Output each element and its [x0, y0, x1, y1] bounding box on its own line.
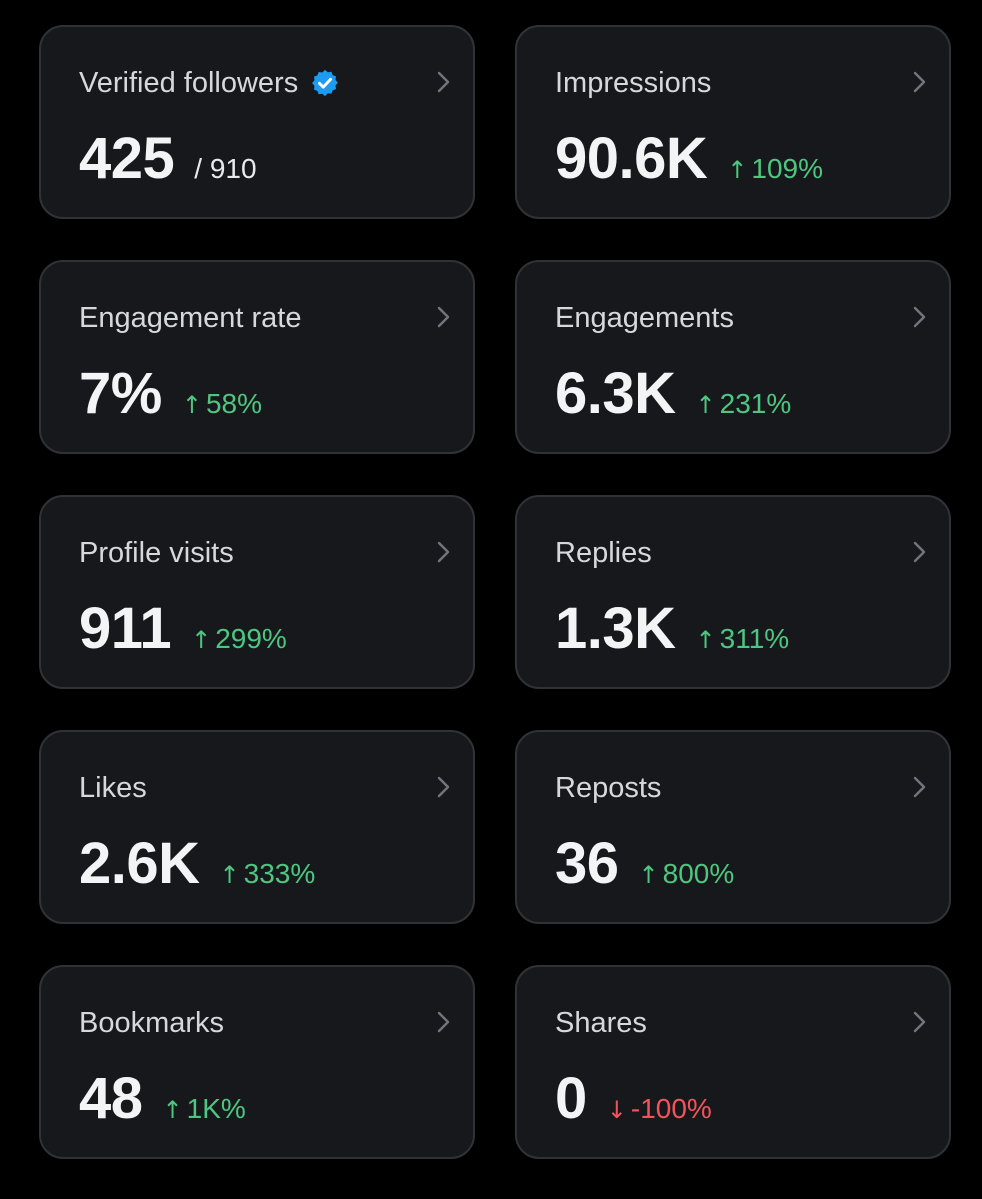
- metric-value: 0: [555, 1066, 587, 1131]
- card-verified-followers[interactable]: Verified followers 425 / 910: [39, 25, 475, 219]
- card-engagements[interactable]: Engagements 6.3K ↑ 231%: [515, 260, 951, 454]
- value-row: 90.6K ↑ 109%: [555, 127, 823, 191]
- change-percent: 231%: [719, 388, 792, 419]
- card-title: Verified followers: [79, 65, 340, 101]
- arrow-up-icon: ↑: [219, 861, 240, 889]
- card-title: Profile visits: [79, 537, 234, 569]
- metric-value: 911: [79, 596, 172, 661]
- metric-value: 36: [555, 831, 619, 896]
- change-percent: 800%: [662, 858, 735, 889]
- value-row: 2.6K ↑ 333%: [79, 832, 315, 896]
- metric-value: 90.6K: [555, 126, 708, 191]
- chevron-right-icon: [437, 71, 450, 93]
- card-replies[interactable]: Replies 1.3K ↑ 311%: [515, 495, 951, 689]
- value-row: 6.3K ↑ 231%: [555, 362, 791, 426]
- metric-value: 425: [79, 126, 175, 191]
- card-profile-visits[interactable]: Profile visits 911 ↑ 299%: [39, 495, 475, 689]
- metric-change: ↑ 58%: [182, 388, 262, 420]
- card-title: Engagements: [555, 302, 734, 334]
- arrow-up-icon: ↑: [695, 391, 716, 419]
- arrow-up-icon: ↑: [695, 626, 716, 654]
- chevron-right-icon: [437, 776, 450, 798]
- card-engagement-rate[interactable]: Engagement rate 7% ↑ 58%: [39, 260, 475, 454]
- card-title: Impressions: [555, 67, 712, 99]
- metric-total: / 910: [194, 153, 257, 184]
- metric-value: 48: [79, 1066, 143, 1131]
- value-row: 1.3K ↑ 311%: [555, 597, 789, 661]
- card-title-text: Verified followers: [79, 67, 299, 99]
- value-row: 36 ↑ 800%: [555, 832, 734, 896]
- chevron-right-icon: [913, 71, 926, 93]
- chevron-right-icon: [913, 541, 926, 563]
- metric-change: ↑ 299%: [191, 623, 287, 655]
- change-percent: 58%: [205, 388, 262, 419]
- chevron-right-icon: [913, 306, 926, 328]
- card-impressions[interactable]: Impressions 90.6K ↑ 109%: [515, 25, 951, 219]
- metric-change: ↑ 333%: [220, 858, 316, 890]
- metric-change: ↑ 311%: [696, 623, 790, 655]
- metric-change: ↑ 109%: [727, 153, 823, 185]
- arrow-up-icon: ↑: [638, 861, 659, 889]
- change-percent: 299%: [215, 623, 287, 654]
- card-reposts[interactable]: Reposts 36 ↑ 800%: [515, 730, 951, 924]
- value-row: 0 ↓ -100%: [555, 1067, 712, 1131]
- change-percent: 109%: [751, 153, 824, 184]
- value-row: 48 ↑ 1K%: [79, 1067, 246, 1131]
- value-row: 911 ↑ 299%: [79, 597, 287, 661]
- chevron-right-icon: [913, 776, 926, 798]
- card-title: Engagement rate: [79, 302, 302, 334]
- arrow-up-icon: ↑: [162, 1096, 183, 1124]
- card-title: Likes: [79, 772, 147, 804]
- arrow-down-icon: ↓: [606, 1096, 627, 1124]
- card-title: Replies: [555, 537, 652, 569]
- chevron-right-icon: [437, 541, 450, 563]
- metric-value: 2.6K: [79, 831, 200, 896]
- card-likes[interactable]: Likes 2.6K ↑ 333%: [39, 730, 475, 924]
- card-shares[interactable]: Shares 0 ↓ -100%: [515, 965, 951, 1159]
- arrow-up-icon: ↑: [191, 626, 212, 654]
- metric-change: ↑ 1K%: [163, 1093, 246, 1125]
- metric-change: ↑ 231%: [696, 388, 792, 420]
- metric-change: ↓ -100%: [607, 1093, 712, 1125]
- metric-value: 1.3K: [555, 596, 676, 661]
- card-title: Reposts: [555, 772, 662, 804]
- card-bookmarks[interactable]: Bookmarks 48 ↑ 1K%: [39, 965, 475, 1159]
- metric-change: ↑ 800%: [639, 858, 735, 890]
- chevron-right-icon: [437, 306, 450, 328]
- verified-badge-icon: [312, 69, 339, 97]
- chevron-right-icon: [437, 1011, 450, 1033]
- change-percent: 311%: [719, 623, 790, 654]
- chevron-right-icon: [913, 1011, 926, 1033]
- arrow-up-icon: ↑: [181, 391, 202, 419]
- change-percent: -100%: [630, 1093, 712, 1124]
- metric-value: 7%: [79, 361, 162, 426]
- arrow-up-icon: ↑: [727, 156, 748, 184]
- card-title: Shares: [555, 1007, 647, 1039]
- value-row: 7% ↑ 58%: [79, 362, 262, 426]
- value-row: 425 / 910: [79, 127, 257, 191]
- change-percent: 333%: [243, 858, 316, 889]
- metric-value: 6.3K: [555, 361, 676, 426]
- card-title: Bookmarks: [79, 1007, 225, 1039]
- change-percent: 1K%: [186, 1093, 246, 1124]
